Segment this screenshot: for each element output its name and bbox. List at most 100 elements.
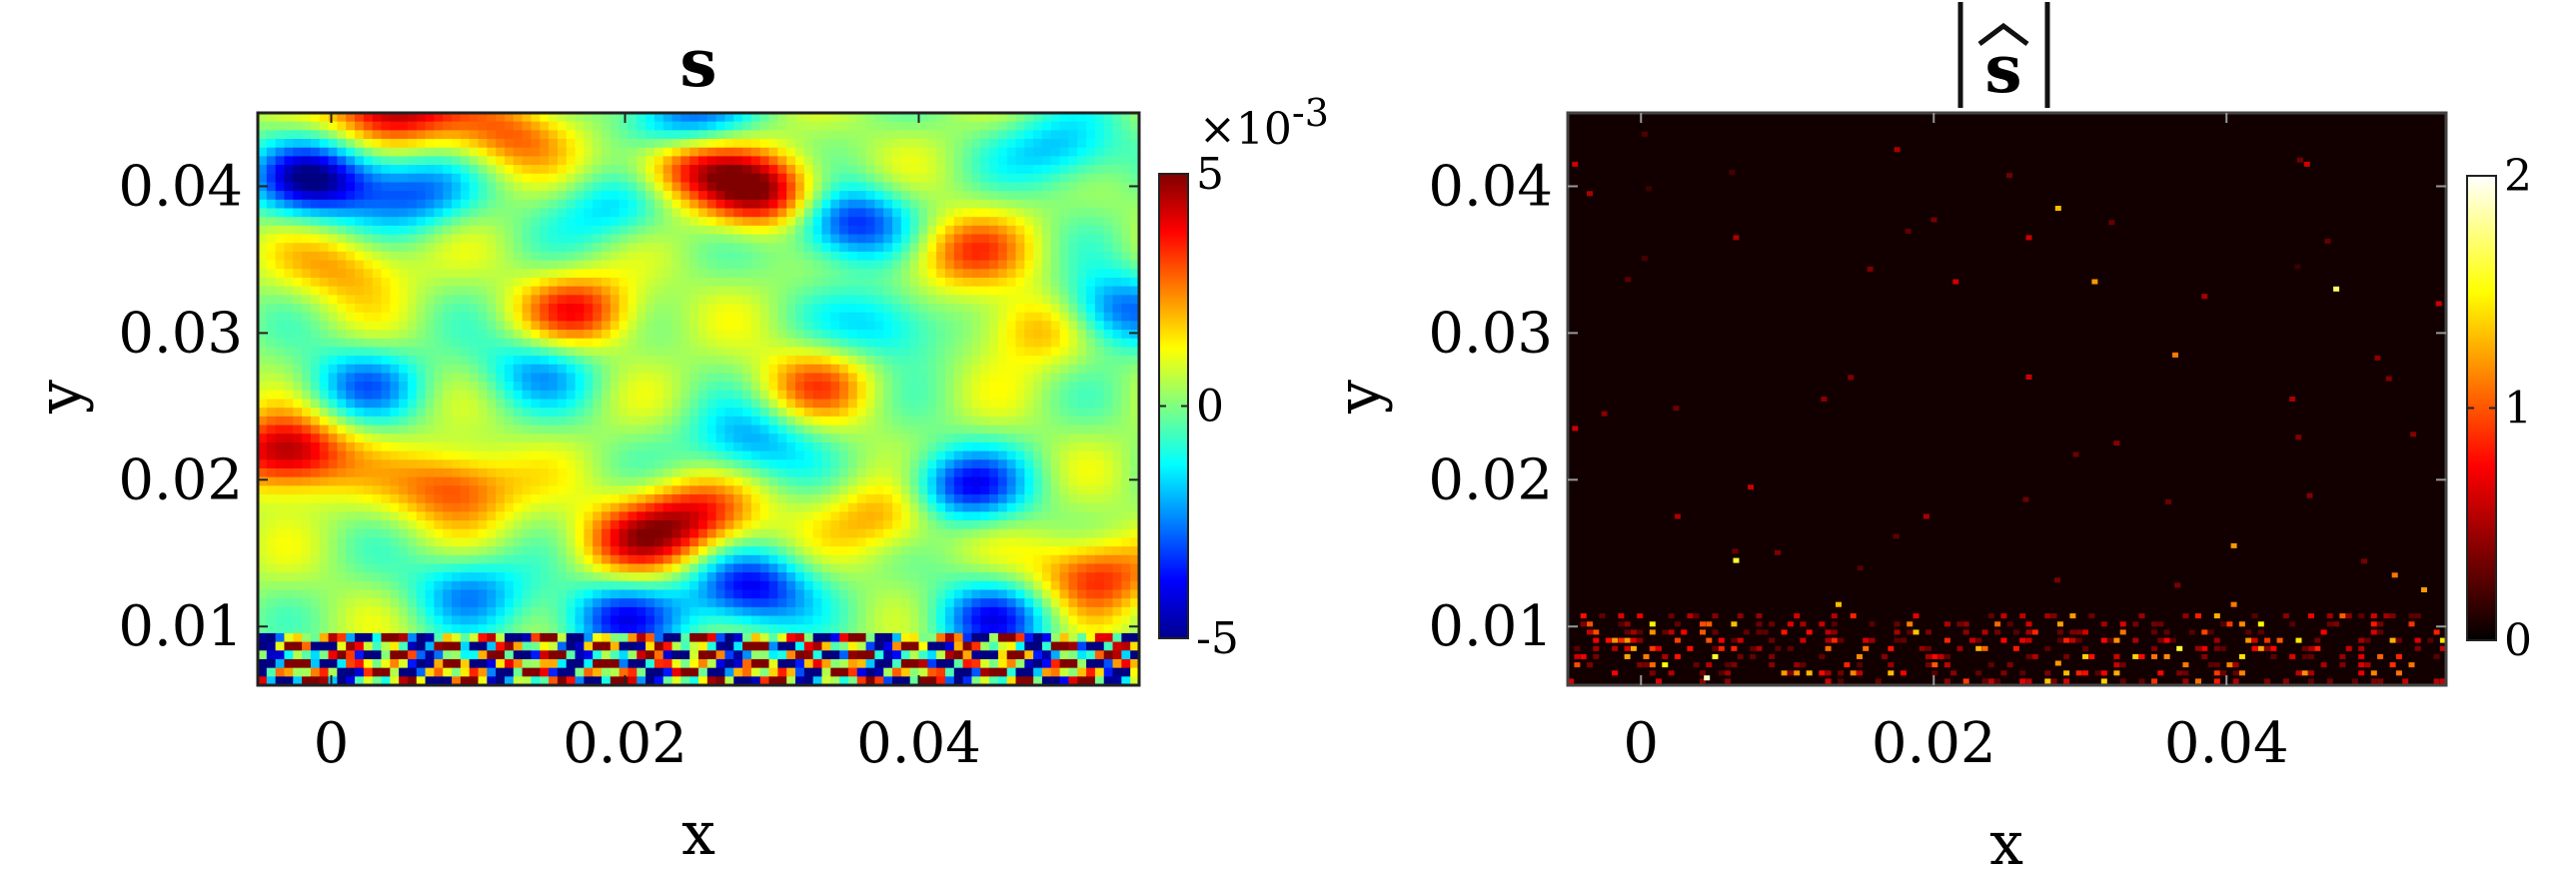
heatmap-cell — [980, 399, 990, 409]
heatmap-cell — [980, 494, 990, 504]
heatmap-cell — [962, 399, 973, 409]
heatmap-cell — [980, 425, 990, 435]
heatmap-cell — [1015, 260, 1025, 270]
heatmap-cell — [504, 425, 515, 435]
heatmap-cell — [1121, 364, 1131, 375]
heatmap-cell — [637, 312, 646, 322]
heatmap-cell — [337, 139, 347, 149]
heatmap-cell — [812, 208, 823, 218]
heatmap-cell — [487, 511, 497, 521]
heatmap-cell — [328, 225, 338, 236]
heatmap-cell — [302, 450, 312, 460]
heatmap-cell — [1033, 269, 1043, 279]
heatmap-cell — [452, 208, 462, 218]
heatmap-cell — [706, 511, 717, 521]
heatmap-cell — [944, 476, 955, 486]
heatmap-cell — [1086, 338, 1096, 349]
heatmap-cell — [399, 390, 409, 401]
heatmap-cell — [795, 156, 805, 166]
heatmap-cell — [637, 260, 646, 270]
heatmap-cell — [363, 321, 374, 331]
heatmap-cell — [936, 286, 946, 296]
heatmap-cell — [328, 147, 338, 158]
heatmap-cell — [909, 191, 920, 201]
heatmap-cell — [653, 199, 664, 210]
heatmap-cell — [839, 364, 849, 375]
heatmap-cell — [927, 434, 937, 443]
heatmap-cell — [619, 225, 630, 236]
heatmap-cell — [443, 537, 453, 547]
heatmap-cell — [584, 399, 594, 409]
heatmap-cell — [1077, 312, 1087, 322]
heatmap-cell — [653, 182, 664, 192]
heatmap-cell — [989, 520, 999, 530]
heatmap-cell — [742, 156, 752, 166]
heatmap-cell — [610, 217, 621, 227]
heatmap-cell — [918, 304, 928, 314]
heatmap-cell — [293, 234, 303, 244]
heatmap-cell — [803, 459, 814, 469]
heatmap-cell — [549, 416, 559, 427]
heatmap-cell — [1033, 441, 1043, 452]
heatmap-cell — [619, 139, 630, 149]
heatmap-cell — [724, 243, 734, 253]
heatmap-cell — [759, 295, 770, 305]
heatmap-cell — [874, 364, 884, 375]
heatmap-cell — [830, 485, 840, 495]
heatmap-cell — [1130, 286, 1140, 296]
heatmap-cell — [830, 338, 840, 349]
heatmap-cell — [487, 476, 497, 486]
heatmap-cell — [865, 441, 875, 452]
heatmap-cell — [909, 251, 920, 262]
heatmap-cell — [662, 330, 673, 340]
heatmap-cell — [962, 234, 973, 244]
heatmap-cell — [513, 312, 524, 322]
heatmap-cell — [1050, 347, 1061, 357]
heatmap-cell — [927, 338, 937, 349]
heatmap-cell — [874, 156, 884, 166]
heatmap-cell — [953, 528, 964, 539]
heatmap-cell — [759, 130, 770, 140]
heatmap-cell — [566, 528, 577, 539]
heatmap-cell — [363, 399, 374, 409]
heatmap-cell — [671, 113, 681, 123]
heatmap-cell — [830, 312, 840, 322]
heatmap-cell — [275, 234, 286, 244]
heatmap-cell — [460, 208, 471, 218]
heatmap-cell — [892, 434, 902, 443]
heatmap-cell — [619, 528, 630, 539]
heatmap-cell — [584, 494, 594, 504]
heatmap-cell — [927, 347, 937, 357]
heatmap-cell — [706, 382, 717, 392]
heatmap-cell — [319, 199, 330, 210]
heatmap-cell — [900, 511, 911, 521]
heatmap-cell — [328, 485, 338, 495]
heatmap-cell — [927, 234, 937, 244]
heatmap-cell — [1103, 434, 1114, 443]
heatmap-cell — [619, 416, 630, 427]
heatmap-cell — [847, 338, 858, 349]
heatmap-cell — [839, 537, 849, 547]
heatmap-cell — [662, 260, 673, 270]
heatmap-cell — [1068, 373, 1078, 383]
heatmap-cell — [1103, 269, 1114, 279]
heatmap-cell — [399, 382, 409, 392]
heatmap-cell — [812, 243, 823, 253]
heatmap-cell — [381, 330, 391, 340]
heatmap-cell — [900, 243, 911, 253]
heatmap-cell — [266, 312, 277, 322]
heatmap-cell — [803, 520, 814, 530]
heatmap-cell — [372, 269, 383, 279]
heatmap-cell — [768, 243, 778, 253]
heatmap-cell — [1094, 269, 1105, 279]
heatmap-cell — [936, 494, 946, 504]
heatmap-cell — [619, 182, 630, 192]
heatmap-cell — [698, 182, 708, 192]
heatmap-cell — [997, 416, 1008, 427]
heatmap-cell — [469, 511, 480, 521]
heatmap-cell — [812, 459, 823, 469]
heatmap-cell — [662, 356, 673, 366]
heatmap-cell — [971, 450, 981, 460]
heatmap-cell — [997, 295, 1008, 305]
heatmap-cell — [909, 260, 920, 270]
